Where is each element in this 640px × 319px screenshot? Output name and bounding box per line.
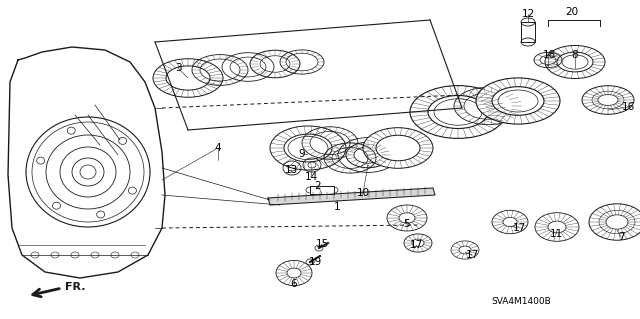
Text: 3: 3 (175, 63, 181, 73)
Text: 2: 2 (315, 181, 321, 191)
Ellipse shape (346, 142, 390, 168)
Bar (521, 22, 535, 42)
Ellipse shape (376, 135, 420, 161)
Ellipse shape (387, 205, 427, 231)
Text: 11: 11 (549, 229, 563, 239)
Ellipse shape (589, 204, 640, 240)
Text: 17: 17 (513, 223, 525, 233)
Text: 18: 18 (542, 50, 556, 60)
Ellipse shape (270, 126, 346, 170)
Ellipse shape (476, 78, 560, 124)
Text: 15: 15 (316, 239, 328, 249)
Polygon shape (310, 186, 334, 194)
Text: 6: 6 (291, 279, 298, 289)
Ellipse shape (404, 234, 432, 252)
Text: 7: 7 (618, 232, 624, 242)
Text: 12: 12 (522, 9, 534, 19)
Ellipse shape (166, 66, 210, 90)
Ellipse shape (410, 85, 506, 138)
Text: 13: 13 (284, 165, 298, 175)
Text: 17: 17 (410, 240, 422, 250)
Ellipse shape (492, 210, 528, 234)
Polygon shape (268, 188, 435, 205)
Ellipse shape (363, 128, 433, 168)
Text: 4: 4 (214, 143, 221, 153)
Ellipse shape (354, 147, 382, 163)
Ellipse shape (276, 260, 312, 286)
Ellipse shape (545, 46, 605, 78)
Ellipse shape (582, 86, 634, 114)
Ellipse shape (535, 213, 579, 241)
Text: 9: 9 (299, 149, 305, 159)
Text: 5: 5 (403, 219, 410, 229)
Text: SVA4M1400B: SVA4M1400B (491, 298, 551, 307)
Ellipse shape (492, 87, 544, 115)
Ellipse shape (284, 134, 332, 162)
Text: 1: 1 (333, 202, 340, 212)
Text: FR.: FR. (65, 282, 86, 292)
Text: 8: 8 (572, 50, 579, 60)
Ellipse shape (428, 95, 488, 129)
Text: 19: 19 (308, 257, 322, 267)
Ellipse shape (557, 52, 593, 72)
Text: 20: 20 (565, 7, 579, 17)
Text: 17: 17 (465, 250, 479, 260)
Text: 14: 14 (305, 172, 317, 182)
Text: 16: 16 (621, 102, 635, 112)
Text: 10: 10 (356, 188, 369, 198)
Ellipse shape (153, 59, 223, 97)
Ellipse shape (451, 241, 479, 259)
